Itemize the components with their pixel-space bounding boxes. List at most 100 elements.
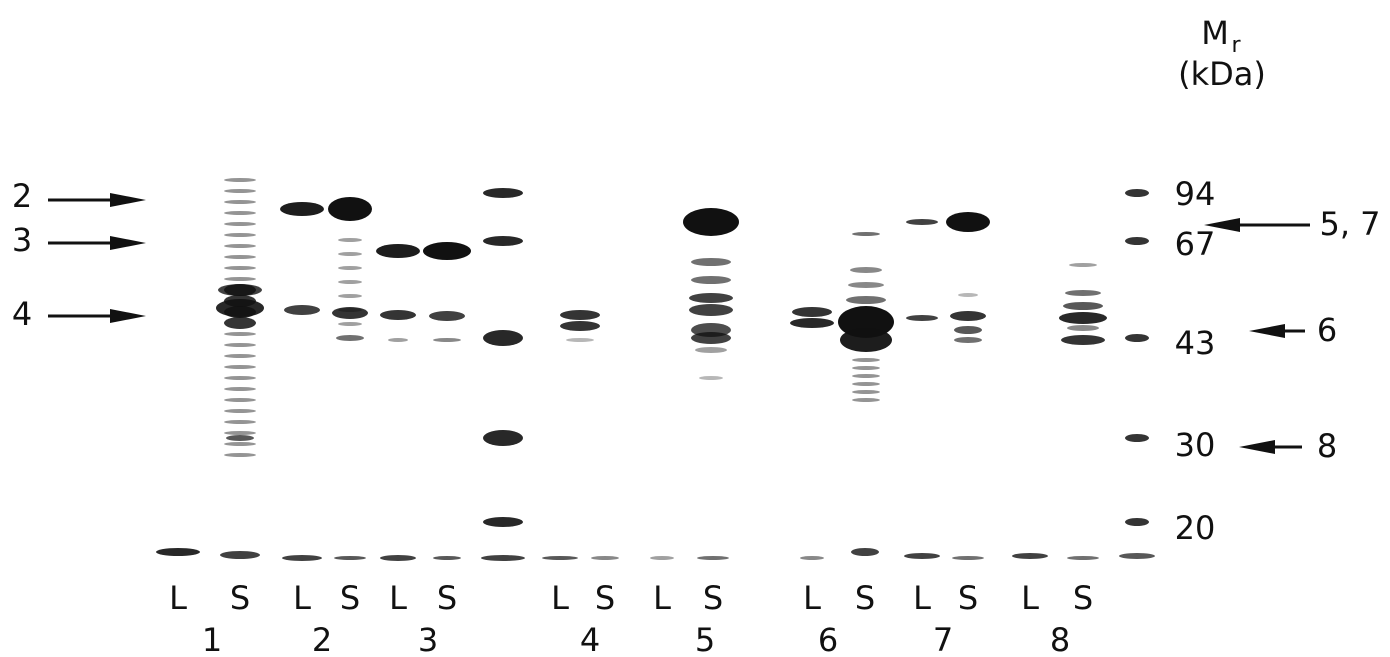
- band: [560, 321, 600, 331]
- band: [906, 219, 938, 225]
- band: [848, 282, 884, 288]
- band: [683, 208, 739, 236]
- band: [483, 330, 523, 346]
- band: [429, 311, 465, 321]
- band: [1125, 334, 1149, 342]
- mr-unit: (kDa): [1178, 55, 1266, 93]
- sample-label: 5: [695, 621, 715, 657]
- lane-label: L: [803, 579, 821, 617]
- band: [224, 376, 256, 380]
- band: [954, 326, 982, 334]
- band: [792, 307, 832, 317]
- lane-label: L: [913, 579, 931, 617]
- band: [224, 365, 256, 369]
- marker-label: 30: [1175, 426, 1216, 464]
- lane-label: L: [653, 579, 671, 617]
- band: [224, 277, 256, 281]
- band: [1061, 335, 1105, 345]
- band: [224, 431, 256, 435]
- lane-label: S: [437, 579, 457, 617]
- band: [1125, 518, 1149, 526]
- band: [852, 382, 880, 386]
- band: [906, 315, 938, 321]
- lane-label: S: [340, 579, 360, 617]
- lane-label: S: [595, 579, 615, 617]
- band: [224, 343, 256, 347]
- band: [388, 338, 408, 342]
- band: [1069, 263, 1097, 267]
- sample-label: 2: [312, 621, 332, 657]
- band: [336, 335, 364, 341]
- band: [334, 556, 366, 560]
- band: [1059, 312, 1107, 324]
- left-arrow-label: 2: [12, 177, 32, 215]
- lane-label: S: [958, 579, 978, 617]
- sample-label: 3: [418, 621, 438, 657]
- marker-label: 67: [1175, 225, 1216, 263]
- band: [852, 366, 880, 370]
- band: [224, 244, 256, 248]
- band: [338, 252, 362, 256]
- band: [958, 293, 978, 297]
- left-arrow-label: 3: [12, 221, 32, 259]
- lane-label: L: [293, 579, 311, 617]
- marker-label: 43: [1175, 324, 1216, 362]
- band: [483, 236, 523, 246]
- band: [338, 322, 362, 326]
- band: [224, 420, 256, 424]
- band: [542, 556, 578, 560]
- band: [790, 318, 834, 328]
- band: [224, 442, 256, 446]
- band: [483, 430, 523, 446]
- lane-labels: L S L S L S L S L S L S L S L S1 2 3 4 5 6 7 8: [169, 579, 1093, 657]
- band: [224, 200, 256, 204]
- band: [433, 556, 461, 560]
- band: [560, 310, 600, 320]
- left-arrow-label: 4: [12, 295, 32, 333]
- band: [280, 202, 324, 216]
- band: [224, 211, 256, 215]
- band: [338, 308, 362, 312]
- band: [852, 232, 880, 236]
- band: [800, 556, 824, 560]
- band: [226, 435, 254, 441]
- lane-label: S: [1073, 579, 1093, 617]
- band: [216, 299, 264, 317]
- band: [282, 555, 322, 561]
- band: [1063, 302, 1103, 310]
- sample-label: 4: [580, 621, 600, 657]
- band: [338, 266, 362, 270]
- band: [224, 332, 256, 336]
- band: [1125, 434, 1149, 442]
- band: [328, 197, 372, 221]
- band: [380, 555, 416, 561]
- band: [591, 556, 619, 560]
- band: [1067, 556, 1099, 560]
- band: [483, 517, 523, 527]
- band: [224, 354, 256, 358]
- band: [1125, 237, 1149, 245]
- band: [380, 310, 416, 320]
- band: [946, 212, 990, 232]
- lane-label: L: [1021, 579, 1039, 617]
- band: [852, 358, 880, 362]
- band: [851, 548, 879, 556]
- band: [852, 374, 880, 378]
- band: [691, 258, 731, 266]
- gel: [156, 178, 1155, 561]
- band: [423, 242, 471, 260]
- band: [650, 556, 674, 560]
- band: [852, 398, 880, 402]
- right-arrow-label: 5, 7: [1319, 205, 1380, 243]
- band: [1125, 189, 1149, 197]
- band: [338, 280, 362, 284]
- sample-label: 1: [202, 621, 222, 657]
- band: [224, 178, 256, 182]
- lane-label: S: [703, 579, 723, 617]
- band: [697, 556, 729, 560]
- band: [846, 296, 886, 304]
- band: [691, 276, 731, 284]
- band: [338, 238, 362, 242]
- band: [950, 311, 986, 321]
